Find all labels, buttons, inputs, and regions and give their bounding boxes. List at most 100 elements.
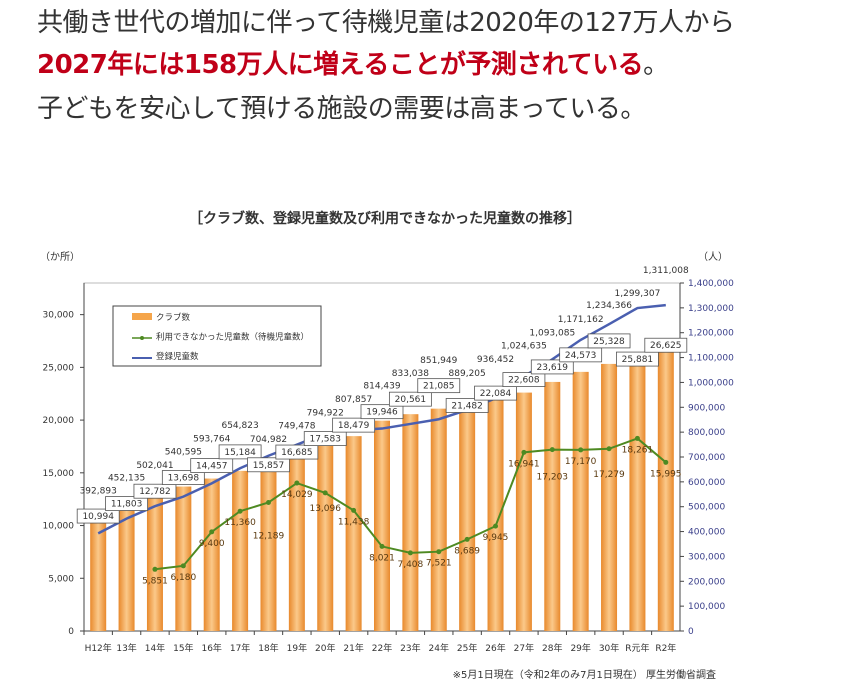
- x-tick-label: 14年: [145, 642, 165, 654]
- legend-swatch-waiting-dot: [140, 336, 144, 340]
- article-line-2: 2027年には158万人に増えることが予測されている。: [37, 44, 669, 81]
- line-registered: [97, 303, 666, 535]
- bar-label-box: [474, 385, 517, 401]
- registered-data-label: 452,135: [108, 474, 145, 484]
- point-waiting: [549, 447, 555, 453]
- bar-data-label: 19,946: [366, 408, 398, 418]
- bar-data-label: 12,782: [139, 487, 171, 497]
- bar-label-box: [105, 496, 148, 511]
- bar-data-label: 21,085: [423, 382, 455, 392]
- x-tick-label: 23年: [400, 642, 420, 654]
- bar-labels: 10,994 11,803 12,782 13,698 14,457 15,184 15,8…: [76, 333, 688, 524]
- bar-label-box: [388, 391, 432, 407]
- bar-data-label: 26,625: [650, 341, 682, 351]
- point-waiting: [294, 480, 300, 486]
- waiting-data-label: 8,689: [454, 546, 480, 556]
- bar-club-count: [374, 420, 390, 631]
- bar-data-label: 18,479: [338, 421, 370, 431]
- waiting-data-label: 17,279: [593, 470, 625, 480]
- bar-club-count: [601, 363, 618, 631]
- x-tick-label: 21年: [343, 642, 363, 654]
- waiting-data-label: 9,400: [199, 539, 225, 549]
- bar-club-count: [203, 478, 220, 631]
- bar-data-label: 11,803: [111, 500, 143, 510]
- bar-data-label: 25,328: [593, 337, 625, 347]
- point-waiting: [180, 563, 186, 569]
- bar-label-box: [502, 372, 546, 387]
- bar-label-box: [76, 508, 120, 524]
- left-tick-label: 30,000: [43, 311, 75, 321]
- waiting-data-label: 7,521: [426, 559, 452, 569]
- bar-label-box: [133, 483, 177, 499]
- right-tick-label: 900,000: [688, 403, 725, 413]
- waiting-data-label: 6,180: [170, 573, 196, 583]
- point-waiting: [209, 529, 215, 535]
- bar-label-box: [161, 470, 205, 485]
- waiting-data-label: 7,408: [397, 560, 423, 570]
- legend-label: 利用できなかった児童数（待機児童数）: [156, 332, 309, 343]
- waiting-data-label: 11,438: [338, 517, 370, 527]
- bar-club-count: [402, 414, 419, 631]
- bar-label-box: [218, 444, 262, 460]
- legend-swatch-bar: [132, 313, 152, 320]
- point-waiting: [606, 446, 612, 452]
- bar-club-count: [345, 436, 362, 631]
- waiting-data-label: 18,261: [622, 445, 654, 455]
- registered-data-label: 807,857: [335, 395, 372, 405]
- right-tick-label: 1,200,000: [688, 329, 734, 339]
- bar-data-label: 25,881: [622, 355, 654, 365]
- bar-data-label: 16,685: [281, 448, 313, 458]
- x-tick-label: 16年: [201, 642, 221, 654]
- right-tick-label: 600,000: [688, 478, 725, 488]
- point-waiting: [493, 523, 499, 529]
- bar-club-count: [90, 515, 107, 631]
- bar-label-box: [616, 351, 659, 367]
- x-tick-label: 28年: [542, 642, 562, 654]
- bar-club-count: [572, 371, 589, 631]
- bar-data-label: 24,573: [565, 351, 597, 361]
- registered-data-label: 1,299,307: [615, 289, 661, 299]
- registered-data-label: 1,093,085: [529, 328, 575, 338]
- bar-club-count: [288, 455, 305, 631]
- registered-data-label: 833,038: [392, 369, 429, 379]
- bar-club-count: [515, 392, 532, 631]
- x-tick-label: 25年: [457, 642, 477, 654]
- point-waiting: [634, 435, 640, 441]
- bar-data-label: 22,084: [480, 389, 512, 399]
- chart-title: ［クラブ数、登録児童数及び利用できなかった児童数の推移］: [189, 210, 581, 227]
- x-tick-label: 13年: [116, 642, 136, 654]
- bar-club-count: [146, 496, 163, 631]
- waiting-data-label: 5,851: [142, 576, 168, 586]
- right-tick-label: 1,400,000: [688, 279, 734, 289]
- waiting-data-label: 16,941: [508, 459, 540, 469]
- bar-data-label: 10,994: [82, 512, 114, 522]
- point-waiting: [464, 536, 470, 542]
- x-tick-label: 15年: [173, 642, 193, 654]
- registered-data-label: 889,205: [449, 369, 486, 379]
- bar-label-box: [445, 398, 489, 413]
- bar-data-label: 14,457: [196, 462, 228, 472]
- point-waiting: [237, 508, 243, 514]
- x-tick-label: 19年: [287, 642, 307, 654]
- waiting-data-label: 14,029: [281, 490, 313, 500]
- point-waiting: [351, 507, 357, 513]
- left-tick-label: 0: [68, 627, 74, 637]
- point-waiting: [379, 543, 385, 549]
- point-waiting: [521, 449, 527, 455]
- registered-data-label: 704,982: [250, 435, 287, 445]
- left-tick-label: 5,000: [48, 574, 74, 584]
- point-waiting: [436, 549, 442, 555]
- right-tick-label: 300,000: [688, 552, 725, 562]
- x-tick-label: 27年: [514, 642, 534, 654]
- point-waiting: [407, 550, 413, 556]
- bar-label-box: [247, 457, 290, 473]
- bar-club-count: [317, 445, 334, 631]
- bar-label-box: [275, 444, 319, 460]
- registered-data-label: 1,171,162: [558, 315, 604, 325]
- x-tick-label: H12年: [85, 642, 112, 654]
- bar-data-label: 17,583: [309, 435, 341, 445]
- bar-label-box: [190, 458, 234, 473]
- x-tick-label: 24年: [429, 642, 449, 654]
- right-tick-label: 500,000: [688, 503, 725, 513]
- registered-data-label: 593,764: [193, 434, 230, 444]
